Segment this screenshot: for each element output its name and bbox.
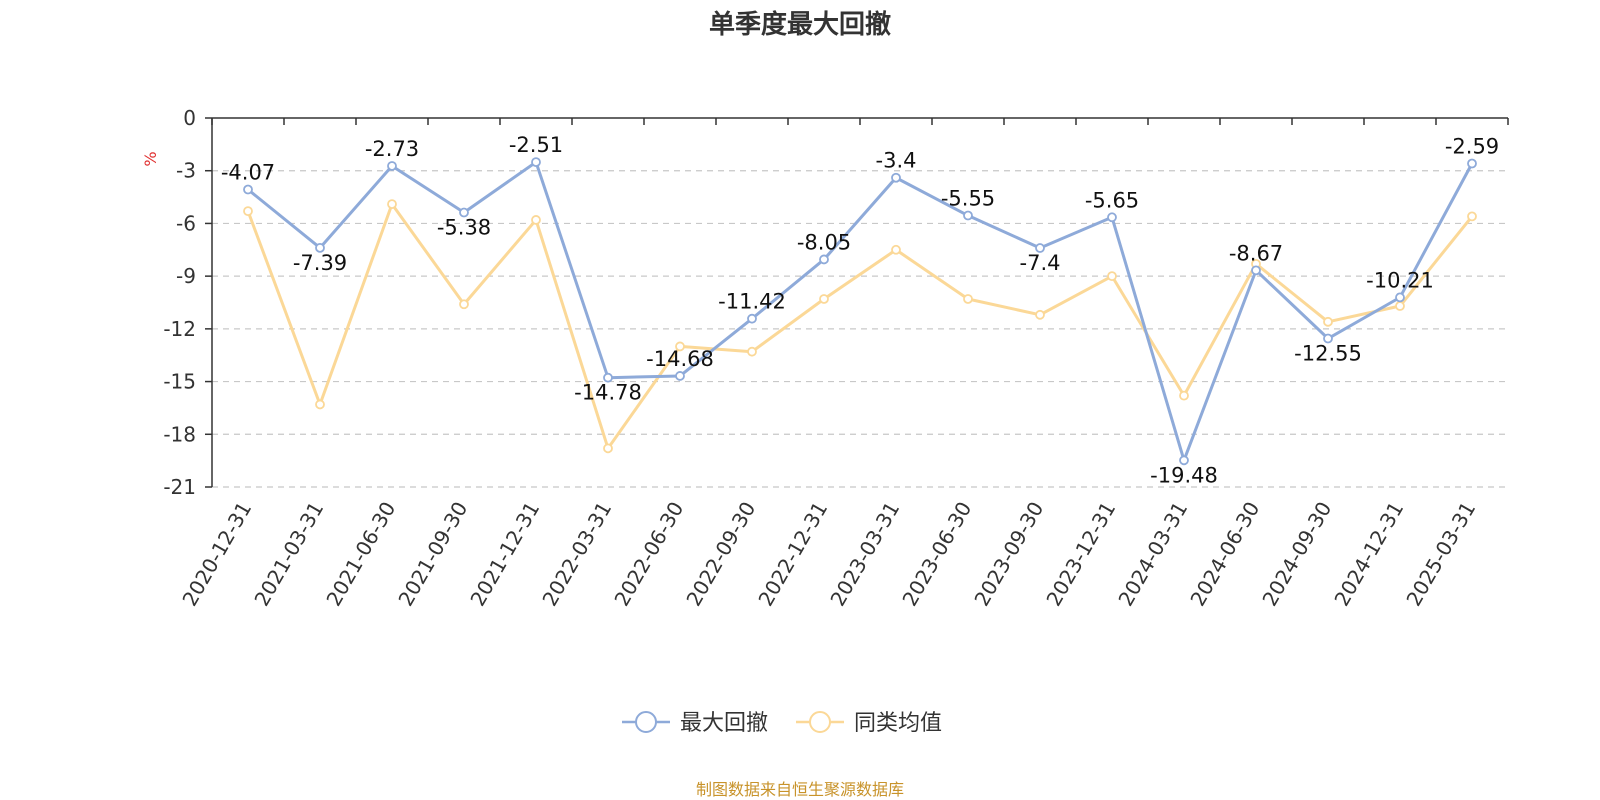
data-point	[675, 341, 685, 352]
data-point	[387, 161, 397, 171]
chart-title: 单季度最大回撤	[708, 10, 891, 40]
data-point	[747, 313, 757, 324]
y-tick-label: -3	[176, 159, 196, 183]
data-label: -10.21	[1366, 268, 1434, 292]
data-point	[1179, 390, 1189, 401]
data-label: -8.67	[1229, 241, 1283, 265]
data-point	[459, 299, 469, 310]
data-label: -14.68	[646, 347, 714, 371]
y-tick-label: -9	[176, 264, 196, 288]
data-point	[1035, 309, 1045, 320]
x-tick-label: 2021-09-30	[393, 498, 472, 611]
data-point	[531, 215, 541, 225]
data-point	[459, 207, 469, 218]
data-point	[1395, 301, 1405, 311]
x-tick-label: 2022-12-31	[753, 498, 832, 611]
data-point	[1107, 212, 1117, 223]
y-axis-label: %	[141, 151, 160, 166]
legend: 最大回撤 同类均值	[622, 711, 942, 736]
data-label: -5.55	[941, 187, 995, 211]
grid-layer	[212, 170, 1508, 488]
data-point	[1107, 271, 1117, 282]
data-label: -12.55	[1294, 342, 1362, 366]
y-tick-label: -18	[163, 422, 196, 446]
data-point	[387, 199, 397, 210]
x-tick-label: 2023-03-31	[825, 498, 904, 611]
x-tick-label: 2025-03-31	[1401, 498, 1480, 611]
data-label: -7.4	[1020, 251, 1061, 275]
data-point	[1467, 158, 1477, 169]
source-note: 制图数据来自恒生聚源数据库	[695, 780, 904, 799]
data-point	[243, 184, 253, 195]
data-point	[1035, 243, 1045, 253]
legend-marker	[635, 711, 657, 733]
legend-marker	[809, 711, 831, 733]
data-point	[315, 242, 325, 253]
y-tick-label: -6	[176, 211, 196, 235]
data-point	[1467, 211, 1477, 222]
data-point	[1251, 265, 1261, 276]
data-label: -2.51	[509, 133, 563, 157]
data-point	[819, 254, 829, 265]
x-tick-label: 2023-12-31	[1041, 498, 1120, 611]
data-label: -11.42	[718, 290, 786, 314]
x-tick-label: 2020-12-31	[177, 498, 256, 611]
x-tick-label: 2024-06-30	[1185, 498, 1264, 611]
data-point	[1395, 292, 1405, 303]
data-point	[891, 244, 901, 255]
data-label: -8.05	[797, 230, 851, 254]
data-point	[891, 172, 901, 183]
label-layer: -4.07 -7.39 -2.73 -5.38 -2.51 -14.78-14.68 -11…	[221, 133, 1499, 487]
data-point	[603, 443, 613, 454]
data-label: -4.07	[221, 161, 275, 185]
data-label: -5.65	[1085, 188, 1139, 212]
x-tick-label: 2022-09-30	[681, 498, 760, 611]
x-tick-label: 2024-03-31	[1113, 498, 1192, 611]
x-tick-label: 2021-12-31	[465, 498, 544, 611]
x-tick-label: 2024-12-31	[1329, 498, 1408, 611]
data-point	[819, 294, 829, 304]
legend-item-label: 同类均值	[854, 711, 942, 736]
x-tick-label: 2023-06-30	[897, 498, 976, 611]
data-point	[1323, 333, 1333, 344]
x-tick-label: 2023-09-30	[969, 498, 1048, 611]
series-layer	[243, 157, 1477, 466]
data-label: -7.39	[293, 251, 347, 275]
legend-item-label: 最大回撤	[680, 711, 768, 736]
data-point	[963, 294, 973, 304]
data-point	[603, 372, 613, 383]
x-tick-label: 2024-09-30	[1257, 498, 1336, 611]
data-point	[531, 157, 541, 168]
data-label: -5.38	[437, 216, 491, 240]
x-tick-label: 2021-06-30	[321, 498, 400, 611]
data-point	[243, 206, 253, 217]
data-point	[1179, 455, 1189, 466]
data-label: -2.73	[365, 137, 419, 161]
data-point	[675, 371, 685, 381]
y-tick-label: -12	[163, 317, 196, 341]
data-point	[315, 399, 325, 410]
y-tick-label: -21	[163, 475, 196, 499]
data-point	[1323, 316, 1333, 327]
x-tick-label: 2022-03-31	[537, 498, 616, 611]
data-label: -14.78	[574, 381, 642, 405]
data-label: -2.59	[1445, 135, 1499, 159]
data-point	[963, 210, 973, 221]
data-point	[747, 346, 757, 357]
x-tick-label: 2022-06-30	[609, 498, 688, 611]
data-label: -19.48	[1150, 463, 1218, 487]
y-tick-label: 0	[183, 106, 196, 130]
data-label: -3.4	[876, 149, 917, 173]
series-line	[246, 202, 1474, 450]
series-line	[247, 160, 1474, 462]
y-tick-label: -15	[163, 370, 196, 394]
x-tick-label: 2021-03-31	[249, 498, 328, 611]
